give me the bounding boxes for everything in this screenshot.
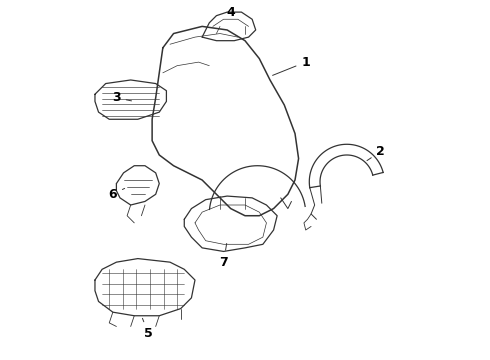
Text: 4: 4: [226, 6, 235, 19]
Text: 2: 2: [367, 145, 385, 161]
Text: 7: 7: [219, 243, 228, 269]
Text: 3: 3: [112, 91, 131, 104]
Text: 6: 6: [108, 188, 124, 201]
Text: 5: 5: [143, 318, 153, 340]
Text: 1: 1: [272, 55, 310, 75]
